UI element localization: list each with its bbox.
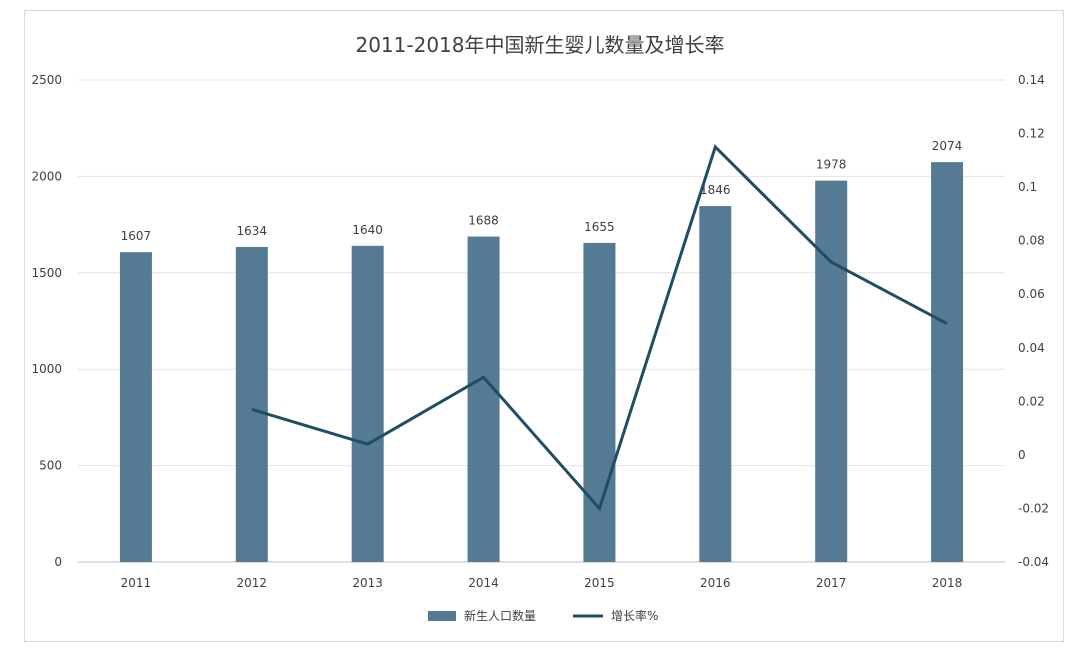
- x-axis: 2011 2012 2013 2014 2015 2016 2017 2018: [121, 576, 963, 590]
- bar: [467, 236, 500, 563]
- legend: 新生人口数量 增长率%: [428, 608, 658, 623]
- right-tick-label: 0.08: [1018, 234, 1045, 248]
- bar-data-label: 1846: [700, 183, 731, 197]
- bar-data-label: 1607: [121, 229, 152, 243]
- right-tick-label: 0.12: [1018, 127, 1045, 141]
- right-tick-label: 0.04: [1018, 341, 1045, 355]
- x-tick-label: 2012: [237, 576, 268, 590]
- right-tick-label: 0.14: [1018, 73, 1045, 87]
- right-axis: -0.04 -0.02 0 0.02 0.04 0.06 0.08 0.1 0.12 0.14: [1018, 73, 1049, 569]
- bar: [119, 252, 152, 562]
- legend-label-line: 增长率%: [611, 608, 658, 623]
- right-tick-label: 0.02: [1018, 394, 1045, 408]
- x-tick-label: 2013: [352, 576, 383, 590]
- gridlines: [78, 79, 1005, 563]
- line-series: [251, 144, 948, 512]
- right-tick-label: 0.06: [1018, 287, 1045, 301]
- bar-data-label: 2074: [932, 139, 963, 153]
- left-tick-label: 0: [54, 555, 62, 569]
- bar: [583, 242, 616, 562]
- bar: [235, 246, 268, 563]
- x-tick-label: 2017: [816, 576, 847, 590]
- left-tick-label: 2500: [31, 73, 62, 87]
- legend-swatch-bars: [428, 611, 456, 621]
- chart-title: 2011-2018年中国新生婴儿数量及增长率: [355, 33, 724, 57]
- left-tick-label: 500: [39, 459, 62, 473]
- left-axis: 0 500 1000 1500 2000 2500: [31, 73, 62, 569]
- x-tick-label: 2016: [700, 576, 731, 590]
- legend-label-bars: 新生人口数量: [464, 608, 536, 623]
- bar: [351, 245, 384, 563]
- bar-data-label: 1688: [468, 214, 499, 228]
- bar-data-label: 1655: [584, 220, 615, 234]
- chart-frame: [24, 10, 1064, 642]
- x-tick-label: 2011: [121, 576, 152, 590]
- data-labels: 1607 1634 1640 1688 1655 1846 1978 2074: [121, 139, 963, 243]
- x-tick-label: 2018: [932, 576, 963, 590]
- right-tick-label: 0.1: [1018, 180, 1037, 194]
- left-tick-label: 1000: [31, 362, 62, 376]
- x-tick-label: 2014: [468, 576, 499, 590]
- x-tick-label: 2015: [584, 576, 615, 590]
- left-tick-label: 1500: [31, 266, 62, 280]
- bar-series: [119, 162, 964, 563]
- bar-data-label: 1640: [352, 223, 383, 237]
- bar: [931, 162, 964, 562]
- bar-data-label: 1634: [237, 224, 268, 238]
- bar-data-label: 1978: [816, 158, 847, 172]
- left-tick-label: 2000: [31, 169, 62, 183]
- bar: [699, 206, 732, 563]
- bar: [815, 180, 848, 562]
- right-tick-label: -0.04: [1018, 555, 1049, 569]
- right-tick-label: -0.02: [1018, 501, 1049, 515]
- right-tick-label: 0: [1018, 448, 1026, 462]
